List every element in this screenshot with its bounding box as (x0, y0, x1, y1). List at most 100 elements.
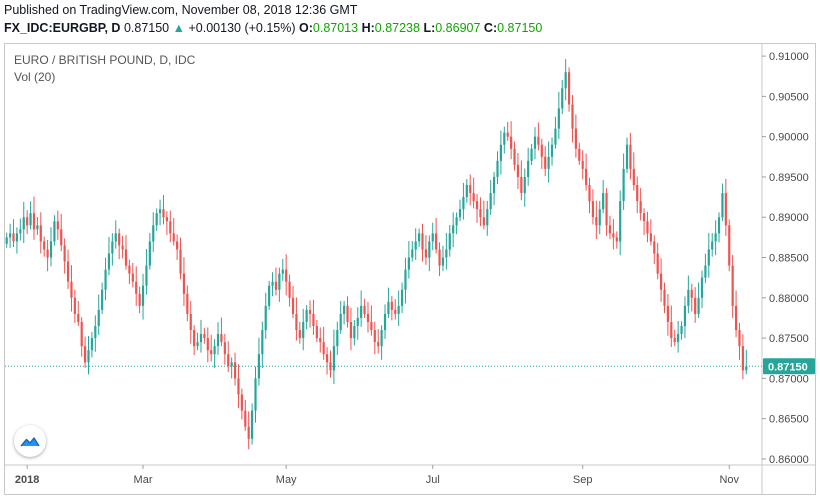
high-label: H: (361, 21, 375, 35)
candle-body (390, 301, 393, 310)
candle-body (418, 233, 421, 242)
candle-body (216, 334, 220, 347)
candle-body (656, 253, 659, 274)
candle-body (363, 305, 366, 314)
close-label: C: (483, 21, 498, 35)
candle-body (148, 241, 151, 266)
candle-body (370, 321, 373, 331)
x-tick-label: Mar (134, 474, 153, 486)
candle-body (46, 249, 49, 258)
volume-indicator-label[interactable]: Vol (20) (14, 70, 56, 84)
candle-body (288, 281, 291, 298)
up-arrow-icon: ▲ (172, 21, 185, 35)
candle-body (646, 221, 649, 234)
candle-body (220, 334, 223, 343)
candle-body (339, 313, 342, 331)
candle-body (346, 305, 349, 322)
candle-body (472, 193, 475, 202)
candle-body (738, 330, 741, 347)
candle-body (424, 249, 428, 258)
candle-body (90, 338, 94, 351)
candle-body (605, 193, 608, 226)
open-label: O: (299, 21, 313, 35)
candle-body (458, 209, 462, 218)
candle-body (421, 233, 424, 250)
candle-body (291, 297, 295, 314)
candle-body (145, 265, 148, 286)
chart-frame[interactable] (4, 43, 816, 495)
candle-body (465, 185, 468, 198)
candle-body (315, 326, 318, 339)
candle-body (734, 305, 738, 331)
candle-body (107, 253, 111, 270)
candle-body (233, 362, 237, 379)
candle-body (128, 265, 131, 274)
candle-body (312, 313, 315, 327)
candle-body (414, 241, 417, 250)
candle-body (690, 289, 693, 298)
candle-body (608, 225, 612, 234)
candle-body (683, 305, 687, 327)
candle-body (673, 338, 676, 343)
candle-body (49, 241, 53, 258)
candle-body (343, 305, 346, 314)
candle-body (278, 273, 281, 290)
candle-body (397, 305, 400, 314)
low-label: L: (423, 21, 436, 35)
candle-body (70, 281, 73, 298)
candle-body (540, 144, 543, 157)
candle-body (404, 269, 407, 290)
y-tick-label: 0.87500 (769, 333, 809, 345)
candle-body (135, 281, 138, 294)
candle-body (595, 217, 598, 226)
candle-body (210, 350, 213, 355)
candle-body (615, 237, 618, 242)
close-value: 0.87150 (497, 21, 543, 35)
candle-body (281, 269, 284, 274)
symbol-name: FX_IDC:EURGBP, D (4, 21, 121, 35)
candle-body (475, 201, 479, 210)
candle-body (639, 201, 642, 214)
candle-body (550, 144, 554, 157)
candle-body (332, 346, 335, 371)
candle-body (499, 144, 503, 161)
candle-body (700, 277, 704, 298)
candle-body (496, 160, 499, 177)
candle-body (619, 201, 622, 242)
x-tick-label: Nov (719, 474, 739, 486)
tradingview-logo-icon[interactable] (14, 425, 46, 457)
candle-body (435, 233, 438, 250)
candle-body (612, 233, 615, 238)
candle-body (189, 313, 192, 331)
publish-info: Published on TradingView.com, November 0… (4, 3, 358, 17)
candle-body (380, 330, 383, 347)
candle-body (80, 321, 83, 347)
candle-body (77, 313, 80, 322)
candle-body (261, 330, 264, 355)
last-price-tag (763, 358, 815, 375)
candle-body (622, 168, 625, 202)
y-tick-label: 0.89000 (769, 212, 809, 224)
candle-body (264, 305, 267, 331)
candle-body (199, 334, 203, 343)
candle-body (510, 136, 513, 149)
candle-body (520, 176, 523, 194)
candle-body (711, 241, 714, 250)
candle-body (353, 326, 356, 339)
candle-body (578, 148, 581, 161)
y-tick-label: 0.91000 (769, 51, 809, 63)
symbol-legend: FX_IDC:EURGBP, D 0.87150 ▲ +0.00130 (+0.… (4, 21, 542, 35)
candle-body (15, 233, 19, 242)
candle-body (176, 241, 179, 250)
candle-body (101, 289, 104, 310)
candle-body (407, 257, 410, 270)
candle-body (179, 249, 182, 274)
candle-body (29, 213, 32, 226)
y-tick-label: 0.88500 (769, 253, 809, 265)
candle-body (308, 309, 312, 314)
candle-body (687, 289, 690, 306)
candle-body (513, 148, 516, 165)
candle-body (114, 233, 117, 242)
candle-body (356, 317, 359, 327)
